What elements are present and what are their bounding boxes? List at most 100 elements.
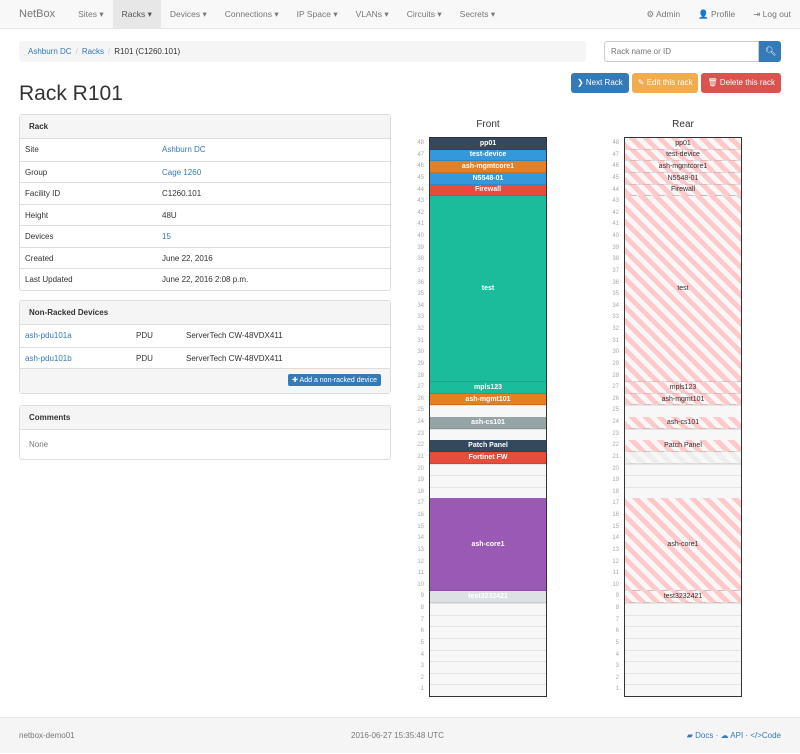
- rack-unit[interactable]: [430, 637, 546, 650]
- rack-device[interactable]: mpls123: [625, 382, 741, 394]
- rack-unit[interactable]: [430, 684, 546, 696]
- nav-item[interactable]: Sites ▾: [78, 8, 104, 19]
- rack-unit[interactable]: [625, 637, 741, 650]
- rack-device[interactable]: ash-mgmtcore1: [430, 161, 546, 173]
- rack-unit[interactable]: [430, 614, 546, 627]
- rack-device[interactable]: test3232421: [430, 591, 546, 603]
- rack-device[interactable]: Firewall: [625, 184, 741, 197]
- rack-device[interactable]: pp01: [625, 138, 741, 150]
- device-label: test-device: [469, 151, 507, 159]
- device-label: mpls123: [473, 383, 503, 391]
- rack-unit[interactable]: [625, 626, 741, 638]
- device-link[interactable]: ash-pdu101a: [25, 331, 72, 340]
- docs-link[interactable]: Docs: [695, 731, 714, 740]
- rack-unit[interactable]: [430, 486, 546, 499]
- rack-unit[interactable]: [430, 405, 546, 417]
- unit-number: 14: [417, 535, 424, 542]
- rack-unit[interactable]: [625, 672, 741, 685]
- rack-device[interactable]: ash-mgmt101: [625, 393, 741, 406]
- rack-unit[interactable]: [430, 661, 546, 673]
- rack-device[interactable]: ash-core1: [430, 498, 546, 592]
- breadcrumb-racks[interactable]: Racks: [81, 47, 105, 56]
- unit-number: 47: [612, 151, 619, 158]
- rack-device[interactable]: Patch Panel: [625, 440, 741, 452]
- rack-unit[interactable]: [625, 603, 741, 615]
- rack-unit[interactable]: [430, 603, 546, 615]
- row-label: Last Updated: [25, 275, 73, 284]
- nav-item[interactable]: VLANs ▾: [355, 8, 389, 19]
- search-input[interactable]: [604, 41, 759, 62]
- rack-device[interactable]: Fortinet FW: [430, 451, 546, 464]
- rack-device[interactable]: ash-mgmtcore1: [625, 161, 741, 173]
- rack-device[interactable]: ash-mgmt101: [430, 393, 546, 406]
- row-value[interactable]: Ashburn DC: [162, 145, 206, 154]
- rack-unit[interactable]: [625, 614, 741, 627]
- rack-device[interactable]: test: [430, 196, 546, 383]
- rack-device[interactable]: N5548-01: [430, 172, 546, 185]
- unit-number: 24: [417, 419, 424, 425]
- device-label: Patch Panel: [664, 442, 702, 450]
- row-value[interactable]: Cage 1260: [162, 167, 202, 177]
- search-button[interactable]: 🔍︎: [759, 41, 781, 62]
- code-link[interactable]: Code: [761, 731, 781, 740]
- unit-number: 44: [417, 186, 424, 193]
- delete-rack-button[interactable]: 🗑 Delete this rack: [701, 73, 781, 93]
- rack-device[interactable]: pp01: [430, 138, 546, 150]
- nav-item[interactable]: IP Space ▾: [296, 8, 338, 19]
- api-link[interactable]: API: [730, 731, 744, 740]
- row-value[interactable]: 15: [162, 232, 171, 241]
- unit-number: 13: [612, 546, 619, 553]
- rack-unit[interactable]: [625, 405, 741, 417]
- edit-rack-button[interactable]: ✎ Edit this rack: [631, 73, 699, 93]
- breadcrumb-site[interactable]: Ashburn DC: [28, 47, 72, 56]
- rack-unit[interactable]: [625, 475, 741, 487]
- rack-device[interactable]: ash-cs101: [625, 417, 741, 429]
- rack-unit[interactable]: [625, 428, 741, 441]
- unit-number: 37: [612, 267, 619, 274]
- nav-right-item[interactable]: ⚙ Admin: [646, 8, 681, 19]
- rack-device[interactable]: N5548-01: [625, 172, 741, 185]
- rack-device[interactable]: ash-cs101: [430, 417, 546, 429]
- rack-unit[interactable]: [625, 661, 741, 673]
- rack-device[interactable]: ash-core1: [625, 498, 741, 592]
- rack-device[interactable]: Patch Panel: [430, 440, 546, 452]
- rack-unit[interactable]: [625, 486, 741, 499]
- rack-device[interactable]: [625, 451, 741, 464]
- unit-number: 26: [612, 395, 619, 402]
- nav-right-item[interactable]: ⇥ Log out: [753, 8, 791, 19]
- rack-unit[interactable]: [625, 649, 741, 662]
- rack-device[interactable]: test-device: [430, 149, 546, 162]
- next-rack-button[interactable]: ❯ Next Rack: [570, 73, 629, 93]
- device-label: Firewall: [670, 186, 696, 194]
- rack-device[interactable]: test: [625, 196, 741, 383]
- unit-number: 3: [420, 663, 424, 670]
- rack-unit[interactable]: [430, 428, 546, 441]
- unit-number: 15: [417, 523, 424, 530]
- rack-unit[interactable]: [625, 684, 741, 696]
- rack-device[interactable]: mpls123: [430, 382, 546, 394]
- nav-right-item[interactable]: 👤 Profile: [698, 8, 736, 19]
- rack-unit[interactable]: [430, 475, 546, 487]
- nav-item[interactable]: Connections ▾: [224, 8, 279, 19]
- rack-device[interactable]: test-device: [625, 149, 741, 162]
- nav-item[interactable]: Devices ▾: [169, 8, 207, 19]
- nav-item[interactable]: Circuits ▾: [406, 8, 442, 19]
- rack-unit[interactable]: [625, 463, 741, 476]
- unit-number: 46: [612, 163, 619, 170]
- rack-device[interactable]: Firewall: [430, 184, 546, 197]
- rack-device[interactable]: test3232421: [625, 591, 741, 603]
- add-nonracked-button[interactable]: ✚ Add a non-racked device: [288, 374, 381, 386]
- nav-item[interactable]: Secrets ▾: [459, 8, 496, 19]
- unit-number: 35: [612, 291, 619, 298]
- rack-unit[interactable]: [430, 649, 546, 662]
- brand-logo[interactable]: NetBox: [19, 8, 56, 20]
- table-row: Height 48U: [20, 203, 390, 226]
- rack-unit[interactable]: [430, 672, 546, 685]
- unit-number: 34: [417, 302, 424, 309]
- rack-unit[interactable]: [430, 626, 546, 638]
- device-label: pp01: [479, 139, 497, 147]
- device-link[interactable]: ash-pdu101b: [25, 353, 72, 363]
- nav-item[interactable]: Racks ▾: [112, 0, 161, 29]
- rack-unit[interactable]: [430, 463, 546, 476]
- device-label: test3232421: [663, 593, 703, 601]
